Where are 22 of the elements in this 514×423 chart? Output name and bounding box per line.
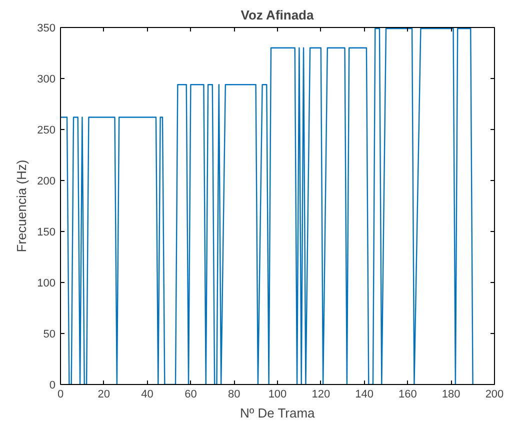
x-tick-label: 0 [57, 388, 64, 400]
y-tick-label: 200 [37, 176, 56, 188]
x-tick-label: 80 [228, 388, 240, 400]
chart-title: Voz Afinada [240, 8, 314, 22]
y-tick-label: 250 [37, 124, 56, 136]
x-tick-label: 100 [268, 388, 287, 400]
y-tick-label: 50 [43, 328, 56, 340]
x-tick-label: 160 [398, 388, 417, 400]
x-axis-title: Nº De Trama [240, 406, 316, 420]
y-tick-label: 0 [49, 380, 56, 392]
x-tick-label: 140 [355, 388, 374, 400]
x-tick-label: 120 [312, 388, 330, 400]
x-tick-label: 180 [442, 388, 460, 400]
x-tick-label: 200 [485, 388, 504, 400]
y-tick-label: 350 [37, 22, 56, 34]
y-tick-label: 100 [37, 278, 56, 290]
y-tick-label: 300 [37, 74, 56, 86]
x-tick-label: 60 [184, 388, 197, 400]
y-axis-title: Frecuencia (Hz) [14, 160, 30, 252]
x-tick-label: 40 [141, 388, 154, 400]
y-tick-label: 150 [37, 226, 56, 238]
x-tick-label: 20 [98, 388, 110, 400]
